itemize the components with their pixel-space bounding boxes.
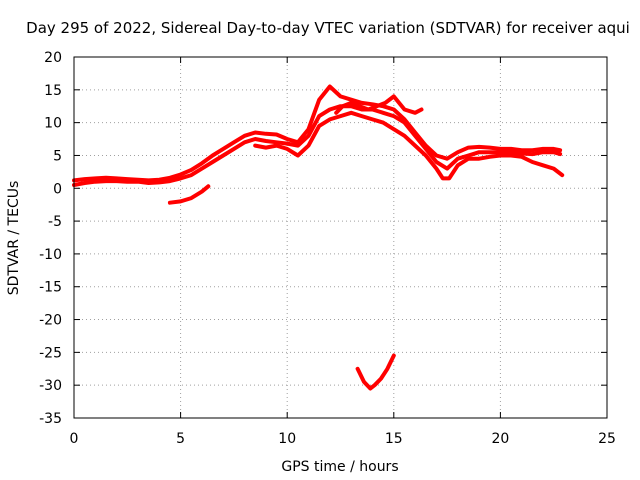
series-line-track-3	[253, 110, 565, 181]
y-axis-label: SDTVAR / TECUs	[6, 181, 22, 296]
plot-frame	[73, 56, 608, 419]
y-tick-label: -35	[39, 411, 62, 427]
y-tick-label: 10	[44, 116, 62, 132]
series-line-track-4	[167, 184, 211, 205]
y-tick-label: -20	[39, 313, 62, 329]
series-line-track-2	[72, 84, 563, 183]
axis-ticks: 0 5 10 15 20 25 20 15 10 5 0 -5 -10 -15 -20 -25 -30 -35	[39, 50, 616, 447]
x-tick-label: 20	[491, 431, 509, 447]
y-tick-label: 0	[53, 181, 62, 197]
data-series	[72, 84, 565, 391]
series-line-track-1	[72, 104, 563, 187]
y-tick-label: -25	[39, 345, 62, 361]
y-tick-label: 20	[44, 50, 62, 66]
x-tick-label: 25	[598, 431, 616, 447]
y-tick-label: 15	[44, 83, 62, 99]
series-line-track-5	[355, 353, 396, 391]
x-axis-label: GPS time / hours	[281, 459, 398, 475]
x-tick-label: 10	[278, 431, 296, 447]
y-tick-label: 5	[53, 148, 62, 164]
y-tick-label: -30	[39, 378, 62, 394]
y-tick-label: -10	[39, 247, 62, 263]
series-line-track-6	[334, 94, 424, 115]
grid-lines	[74, 57, 607, 418]
chart-title: Day 295 of 2022, Sidereal Day-to-day VTE…	[26, 19, 630, 37]
x-tick-label: 0	[70, 431, 79, 447]
x-tick-label: 15	[385, 431, 403, 447]
x-tick-label: 5	[176, 431, 185, 447]
y-tick-label: -15	[39, 280, 62, 296]
y-tick-label: -5	[48, 214, 62, 230]
